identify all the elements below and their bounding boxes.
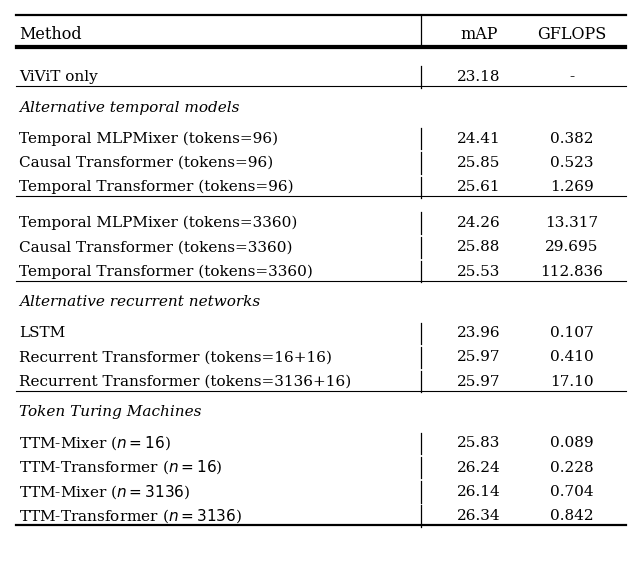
Text: 0.107: 0.107 (550, 326, 593, 340)
Text: mAP: mAP (460, 26, 497, 43)
Text: -: - (569, 70, 574, 84)
Text: Method: Method (19, 26, 82, 43)
Text: 26.24: 26.24 (457, 460, 500, 474)
Text: 25.88: 25.88 (457, 240, 500, 254)
Text: 25.85: 25.85 (457, 156, 500, 170)
Text: TTM-Transformer ($n = 3136$): TTM-Transformer ($n = 3136$) (19, 507, 242, 525)
Text: 0.089: 0.089 (550, 436, 593, 450)
Text: 25.53: 25.53 (457, 264, 500, 278)
Text: LSTM: LSTM (19, 326, 65, 340)
Text: ViViT only: ViViT only (19, 70, 98, 84)
Text: Causal Transformer (tokens=3360): Causal Transformer (tokens=3360) (19, 240, 292, 254)
Text: Temporal MLPMixer (tokens=3360): Temporal MLPMixer (tokens=3360) (19, 216, 298, 230)
Text: 24.26: 24.26 (457, 216, 500, 230)
Text: 13.317: 13.317 (545, 216, 598, 230)
Text: 0.523: 0.523 (550, 156, 593, 170)
Text: Alternative temporal models: Alternative temporal models (19, 101, 240, 115)
Text: GFLOPS: GFLOPS (537, 26, 606, 43)
Text: 23.18: 23.18 (457, 70, 500, 84)
Text: TTM-Transformer ($n = 16$): TTM-Transformer ($n = 16$) (19, 459, 223, 476)
Text: 112.836: 112.836 (540, 264, 603, 278)
Text: Causal Transformer (tokens=96): Causal Transformer (tokens=96) (19, 156, 273, 170)
Text: TTM-Mixer ($n = 3136$): TTM-Mixer ($n = 3136$) (19, 483, 191, 501)
Text: Token Turing Machines: Token Turing Machines (19, 405, 202, 419)
Text: Temporal Transformer (tokens=96): Temporal Transformer (tokens=96) (19, 180, 294, 194)
Text: 17.10: 17.10 (550, 375, 593, 389)
Text: Temporal MLPMixer (tokens=96): Temporal MLPMixer (tokens=96) (19, 132, 278, 146)
Text: 0.704: 0.704 (550, 485, 593, 499)
Text: 0.842: 0.842 (550, 509, 593, 523)
Text: 29.695: 29.695 (545, 240, 598, 254)
Text: 0.228: 0.228 (550, 460, 593, 474)
Text: 26.14: 26.14 (457, 485, 500, 499)
Text: 1.269: 1.269 (550, 180, 593, 194)
Text: 24.41: 24.41 (457, 132, 500, 146)
Text: 25.97: 25.97 (457, 350, 500, 364)
Text: Recurrent Transformer (tokens=16+16): Recurrent Transformer (tokens=16+16) (19, 350, 332, 364)
Text: 0.382: 0.382 (550, 132, 593, 146)
Text: TTM-Mixer ($n = 16$): TTM-Mixer ($n = 16$) (19, 435, 171, 452)
Text: 25.97: 25.97 (457, 375, 500, 389)
Text: Alternative recurrent networks: Alternative recurrent networks (19, 295, 260, 309)
Text: 26.34: 26.34 (457, 509, 500, 523)
Text: Recurrent Transformer (tokens=3136+16): Recurrent Transformer (tokens=3136+16) (19, 375, 351, 389)
Text: 25.83: 25.83 (457, 436, 500, 450)
Text: Temporal Transformer (tokens=3360): Temporal Transformer (tokens=3360) (19, 264, 313, 279)
Text: 23.96: 23.96 (457, 326, 500, 340)
Text: 25.61: 25.61 (457, 180, 500, 194)
Text: 0.410: 0.410 (550, 350, 593, 364)
